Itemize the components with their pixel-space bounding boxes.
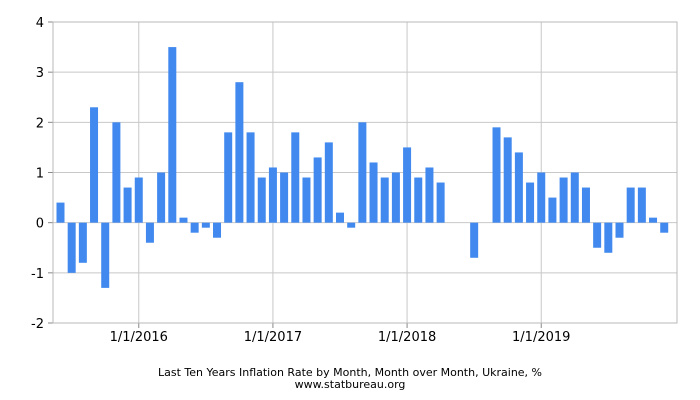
bar	[67, 222, 76, 273]
y-tick-label: -1	[31, 267, 44, 282]
y-tick-label: 3	[36, 66, 44, 81]
bar	[436, 182, 445, 223]
bar	[380, 177, 389, 223]
chart-source: www.statbureau.org	[294, 378, 406, 391]
bar	[324, 142, 333, 223]
bar	[637, 187, 646, 223]
plot-border	[52, 21, 678, 324]
bar	[213, 222, 222, 238]
bar	[224, 132, 233, 223]
bar	[514, 152, 523, 223]
bar	[391, 172, 400, 223]
y-tick-label: 4	[36, 16, 44, 31]
bar	[581, 187, 590, 223]
bar	[280, 172, 289, 223]
bar	[492, 127, 501, 223]
bar	[548, 197, 557, 223]
bar	[190, 222, 199, 233]
bar	[425, 167, 434, 223]
x-tick-label: 1/1/2017	[244, 330, 302, 345]
bar	[112, 122, 121, 223]
bar	[526, 182, 535, 223]
bar	[570, 172, 579, 223]
bar	[145, 222, 154, 243]
y-tick-label: 2	[36, 116, 44, 131]
y-tick-label: 1	[36, 167, 44, 182]
bar	[503, 137, 512, 223]
bar	[268, 167, 277, 223]
x-tick-label: 1/1/2019	[512, 330, 570, 345]
bar	[78, 222, 87, 263]
bar	[179, 217, 188, 223]
bar	[358, 122, 367, 223]
y-tick-label: 0	[36, 217, 44, 232]
bar	[615, 222, 624, 238]
bar	[90, 107, 99, 223]
bar	[660, 222, 669, 233]
bar	[313, 157, 322, 223]
bar	[626, 187, 635, 223]
bar	[134, 177, 143, 223]
x-tick-label: 1/1/2018	[378, 330, 436, 345]
bar	[593, 222, 602, 248]
bar	[201, 222, 210, 228]
bar	[336, 212, 344, 223]
bar	[649, 217, 658, 223]
bar	[56, 202, 65, 223]
bar	[302, 177, 311, 223]
bar	[403, 147, 412, 223]
bar	[246, 132, 255, 223]
x-tick-label: 1/1/2016	[110, 330, 168, 345]
bar	[291, 132, 300, 223]
y-tick-label: -2	[31, 317, 44, 332]
bar	[604, 222, 613, 253]
bar	[470, 222, 479, 258]
bar	[157, 172, 166, 223]
bar	[123, 187, 132, 223]
bar	[414, 177, 423, 223]
bar	[257, 177, 266, 223]
bar	[101, 222, 110, 288]
bar	[559, 177, 568, 223]
bar	[168, 47, 177, 223]
bar	[537, 172, 546, 223]
bar	[347, 222, 356, 228]
chart-title: Last Ten Years Inflation Rate by Month, …	[157, 366, 543, 379]
bar	[369, 162, 378, 223]
bar	[235, 82, 244, 223]
